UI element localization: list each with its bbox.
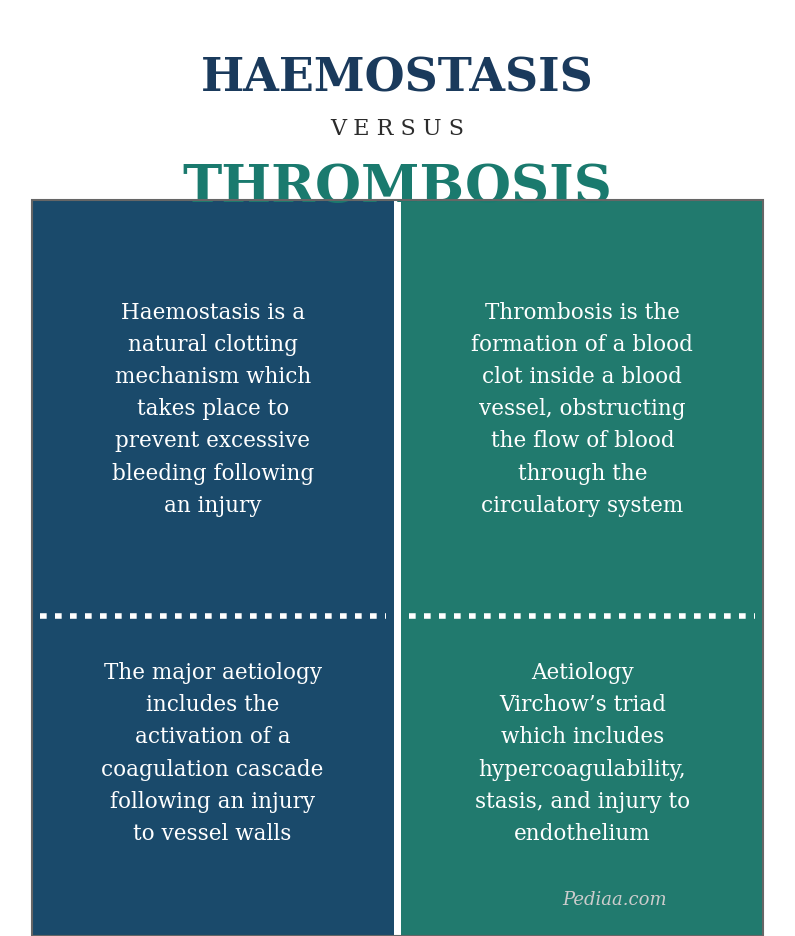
Bar	[401, 201, 763, 936]
Bar	[32, 201, 763, 936]
Text: V E R S U S: V E R S U S	[331, 118, 464, 140]
Text: The major aetiology
includes the
activation of a
coagulation cascade
following a: The major aetiology includes the activat…	[102, 662, 324, 844]
Text: THROMBOSIS: THROMBOSIS	[183, 162, 612, 212]
Bar	[32, 201, 394, 936]
Text: Thrombosis is the
formation of a blood
clot inside a blood
vessel, obstructing
t: Thrombosis is the formation of a blood c…	[471, 301, 693, 517]
Text: Aetiology
Virchow’s triad
which includes
hypercoagulability,
stasis, and injury : Aetiology Virchow’s triad which includes…	[475, 662, 690, 844]
Text: HAEMOSTASIS: HAEMOSTASIS	[201, 55, 594, 102]
Text: Pediaa.com: Pediaa.com	[562, 889, 666, 908]
Text: Haemostasis is a
natural clotting
mechanism which
takes place to
prevent excessi: Haemostasis is a natural clotting mechan…	[111, 301, 314, 517]
